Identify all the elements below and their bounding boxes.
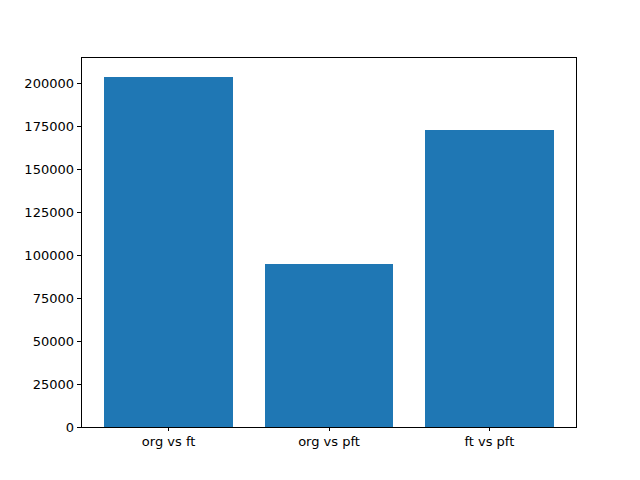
y-axis-tick-label: 150000 [24, 162, 74, 177]
y-axis-tick-label: 175000 [24, 119, 74, 134]
x-axis-tick [329, 427, 330, 431]
x-axis-tick-label: org vs ft [142, 434, 196, 449]
y-axis-tick-label: 0 [66, 420, 74, 435]
y-axis-tick-label: 100000 [24, 248, 74, 263]
bar-org-vs-ft [104, 77, 232, 427]
y-axis-tick-label: 50000 [33, 334, 74, 349]
y-axis-tick [77, 298, 81, 299]
x-axis-tick [168, 427, 169, 431]
y-axis-tick [77, 427, 81, 428]
figure: 0 25000 50000 75000 100000 125000 150000 175000… [0, 0, 640, 480]
y-axis-tick [77, 212, 81, 213]
bar-ft-vs-pft [425, 130, 553, 427]
x-axis-tick [489, 427, 490, 431]
y-axis-tick [77, 341, 81, 342]
y-axis-tick-label: 125000 [24, 205, 74, 220]
y-axis-tick [77, 126, 81, 127]
x-axis-tick-label: org vs pft [298, 434, 360, 449]
y-axis-tick [77, 255, 81, 256]
y-axis-tick [77, 169, 81, 170]
plot-area: 0250005000075000100000125000150000175000… [81, 57, 577, 428]
y-axis-tick-label: 25000 [33, 377, 74, 392]
y-axis-tick-label: 200000 [24, 76, 74, 91]
y-axis-tick [77, 83, 81, 84]
bar-org-vs-pft [265, 264, 393, 427]
y-axis-tick [77, 384, 81, 385]
y-axis-tick-label: 75000 [33, 291, 74, 306]
x-axis-tick-label: ft vs pft [464, 434, 514, 449]
